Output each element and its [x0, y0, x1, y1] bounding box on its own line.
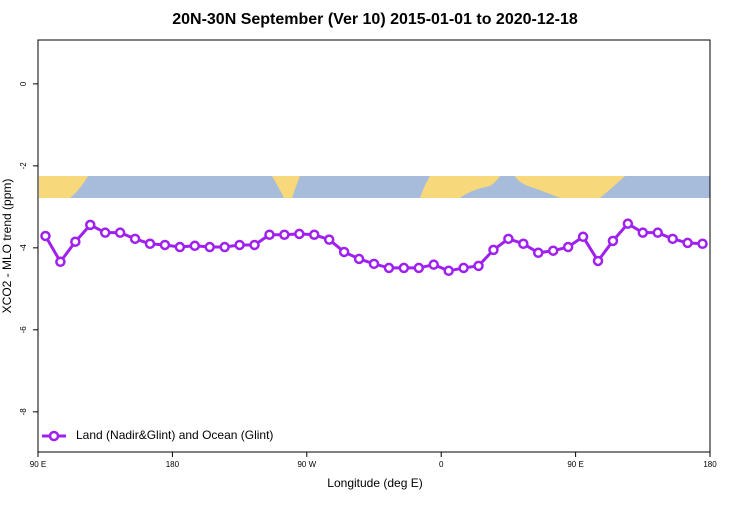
- point: [413, 262, 425, 274]
- point: [249, 239, 260, 251]
- point: [577, 231, 589, 243]
- point: [353, 253, 365, 265]
- point: [547, 245, 559, 256]
- x-tick-label: 0: [439, 460, 444, 469]
- point: [219, 241, 230, 253]
- point: [533, 247, 544, 259]
- point: [114, 227, 126, 238]
- x-tick-label: 90 W: [297, 460, 316, 469]
- point: [398, 262, 410, 274]
- point: [637, 227, 649, 238]
- x-tick-label: 180: [166, 460, 180, 469]
- point: [473, 260, 484, 272]
- y-axis-label: XCO2 - MLO trend (ppm): [0, 179, 14, 314]
- point: [503, 233, 514, 245]
- chart-title: 20N-30N September (Ver 10) 2015-01-01 to…: [172, 11, 578, 28]
- point: [667, 233, 678, 245]
- point: [682, 237, 693, 249]
- point: [607, 235, 619, 247]
- y-tick-label: -2: [19, 162, 28, 170]
- point: [159, 239, 171, 251]
- y-tick-label: -4: [19, 244, 28, 252]
- point: [697, 238, 708, 249]
- point: [562, 241, 574, 253]
- legend-label: Land (Nadir&Glint) and Ocean (Glint): [76, 428, 273, 442]
- point: [129, 233, 141, 245]
- point: [518, 238, 529, 249]
- x-axis-label: Longitude (deg E): [327, 476, 422, 490]
- point: [592, 255, 604, 267]
- point: [189, 240, 201, 252]
- point: [309, 229, 320, 240]
- y-tick-label: 0: [19, 81, 28, 86]
- x-tick-label: 90 E: [567, 460, 583, 469]
- point: [174, 241, 186, 253]
- point: [55, 256, 66, 268]
- point: [383, 262, 395, 274]
- point: [428, 259, 439, 270]
- point: [99, 227, 111, 238]
- point: [652, 227, 663, 238]
- point: [279, 229, 290, 240]
- point: [338, 246, 350, 258]
- point: [368, 258, 380, 270]
- point: [458, 262, 469, 274]
- y-tick-label: -8: [19, 408, 28, 416]
- y-tick-label: -6: [19, 326, 28, 334]
- point: [204, 241, 215, 253]
- point: [85, 219, 96, 231]
- point: [294, 228, 305, 240]
- point: [488, 244, 499, 256]
- map-strip: [39, 176, 710, 198]
- point: [323, 234, 335, 245]
- point: [264, 229, 275, 240]
- point: [622, 218, 634, 229]
- point: [70, 236, 81, 247]
- point: [40, 230, 51, 242]
- x-tick-label: 180: [703, 460, 717, 469]
- legend-marker: [48, 430, 60, 442]
- point: [144, 238, 156, 249]
- plot-frame: [37, 39, 711, 453]
- point: [234, 239, 245, 251]
- x-tick-label: 90 E: [30, 460, 46, 469]
- point: [443, 265, 454, 277]
